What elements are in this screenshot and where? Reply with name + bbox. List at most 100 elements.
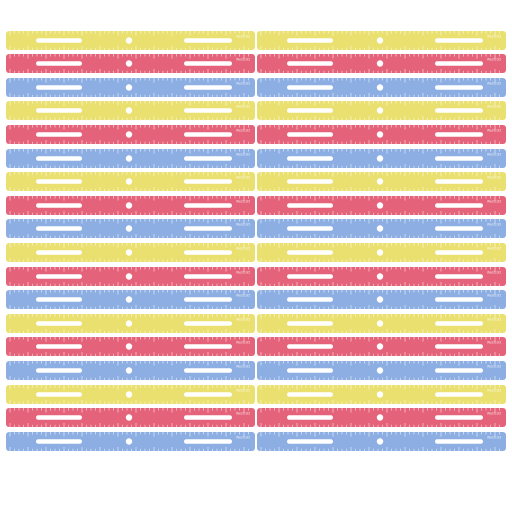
binder-hole-center — [376, 36, 384, 44]
binder-slot-right — [435, 61, 483, 66]
binder-slot-left — [287, 250, 333, 255]
ruler-yellow: Westcott — [257, 30, 506, 50]
ruler-blue: Westcott — [257, 219, 506, 239]
binder-slot-left — [287, 84, 333, 90]
binder-hole-center — [376, 225, 384, 232]
binder-slot-right — [184, 37, 232, 43]
binder-hole-center — [125, 319, 133, 327]
binder-slot-right — [184, 226, 232, 232]
brand-mark: Westcott — [236, 435, 251, 439]
binder-slot-right — [435, 108, 483, 114]
binder-slot-left — [36, 391, 82, 397]
binder-hole-center — [125, 437, 133, 445]
binder-hole-center — [125, 178, 133, 185]
ruler-red: Westcott — [257, 337, 506, 357]
ruler-red: Westcott — [257, 124, 506, 144]
brand-mark: Westcott — [236, 388, 251, 392]
binder-hole-center — [125, 296, 133, 303]
ruler-blue: Westcott — [6, 148, 255, 168]
binder-slot-left — [287, 179, 333, 184]
binder-slot-right — [184, 391, 232, 397]
brand-mark: Westcott — [487, 105, 502, 109]
brand-mark: Westcott — [236, 246, 251, 250]
ruler-blue: Westcott — [6, 431, 255, 451]
binder-slot-left — [36, 37, 82, 43]
binder-slot-right — [184, 415, 232, 420]
brand-mark: Westcott — [487, 58, 502, 62]
binder-slot-right — [184, 438, 232, 444]
ruler-blue: Westcott — [6, 360, 255, 380]
brand-mark: Westcott — [236, 412, 251, 416]
ruler-yellow: Westcott — [6, 313, 255, 333]
binder-hole-center — [376, 319, 384, 327]
binder-hole-center — [376, 201, 384, 209]
binder-slot-right — [435, 37, 483, 43]
binder-slot-right — [435, 84, 483, 90]
binder-slot-left — [287, 108, 333, 114]
binder-slot-right — [435, 391, 483, 397]
binder-hole-center — [125, 343, 133, 350]
binder-slot-right — [184, 61, 232, 66]
brand-mark: Westcott — [487, 223, 502, 227]
ruler-yellow: Westcott — [257, 384, 506, 404]
binder-slot-left — [287, 438, 333, 444]
binder-hole-center — [125, 60, 133, 67]
binder-slot-right — [184, 368, 232, 373]
binder-slot-left — [287, 37, 333, 43]
binder-hole-center — [125, 249, 133, 256]
binder-slot-right — [184, 320, 232, 326]
brand-mark: Westcott — [487, 128, 502, 132]
binder-slot-right — [184, 250, 232, 255]
binder-slot-right — [435, 202, 483, 208]
ruler-blue: Westcott — [257, 290, 506, 310]
binder-slot-right — [435, 132, 483, 137]
ruler-yellow: Westcott — [257, 172, 506, 192]
binder-slot-right — [435, 415, 483, 420]
brand-mark: Westcott — [487, 152, 502, 156]
brand-mark: Westcott — [487, 81, 502, 85]
ruler-red: Westcott — [257, 266, 506, 286]
binder-hole-center — [376, 83, 384, 91]
binder-slot-right — [435, 438, 483, 444]
binder-slot-left — [287, 202, 333, 208]
binder-hole-center — [125, 272, 133, 280]
binder-hole-center — [376, 178, 384, 185]
binder-slot-left — [287, 61, 333, 66]
binder-slot-right — [435, 320, 483, 326]
brand-mark: Westcott — [236, 152, 251, 156]
binder-slot-left — [36, 179, 82, 184]
binder-slot-right — [435, 368, 483, 373]
binder-slot-left — [36, 273, 82, 279]
brand-mark: Westcott — [487, 34, 502, 38]
binder-hole-center — [376, 107, 384, 114]
binder-slot-left — [287, 273, 333, 279]
binder-hole-center — [125, 390, 133, 398]
binder-slot-left — [287, 226, 333, 232]
brand-mark: Westcott — [487, 294, 502, 298]
binder-slot-right — [184, 202, 232, 208]
brand-mark: Westcott — [236, 199, 251, 203]
ruler-yellow: Westcott — [257, 313, 506, 333]
brand-mark: Westcott — [487, 388, 502, 392]
binder-slot-left — [36, 61, 82, 66]
binder-slot-left — [36, 415, 82, 420]
ruler-yellow: Westcott — [6, 242, 255, 262]
brand-mark: Westcott — [236, 270, 251, 274]
binder-slot-left — [36, 226, 82, 232]
ruler-blue: Westcott — [257, 77, 506, 97]
ruler-red: Westcott — [6, 337, 255, 357]
binder-slot-right — [184, 297, 232, 302]
ruler-blue: Westcott — [257, 431, 506, 451]
brand-mark: Westcott — [236, 223, 251, 227]
brand-mark: Westcott — [487, 341, 502, 345]
binder-slot-right — [435, 250, 483, 255]
ruler-blue: Westcott — [257, 360, 506, 380]
brand-mark: Westcott — [487, 435, 502, 439]
brand-mark: Westcott — [487, 246, 502, 250]
ruler-red: Westcott — [257, 195, 506, 215]
ruler-blue: Westcott — [6, 219, 255, 239]
ruler-blue: Westcott — [6, 290, 255, 310]
binder-slot-left — [287, 297, 333, 302]
binder-hole-center — [376, 343, 384, 350]
